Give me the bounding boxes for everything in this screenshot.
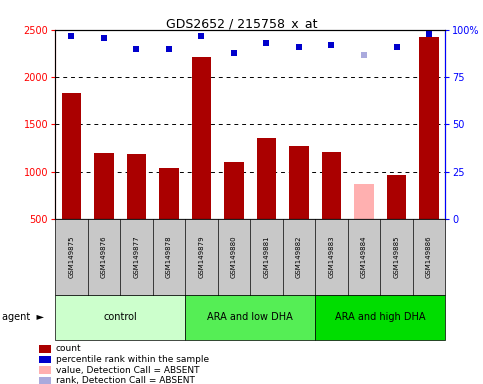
Bar: [127, 154, 146, 219]
Bar: [419, 36, 439, 219]
Text: value, Detection Call = ABSENT: value, Detection Call = ABSENT: [56, 366, 199, 375]
Bar: [256, 137, 276, 219]
Text: GSM149883: GSM149883: [328, 235, 335, 278]
Text: GSM149881: GSM149881: [263, 235, 270, 278]
Bar: [61, 93, 81, 219]
Text: GSM149885: GSM149885: [394, 236, 399, 278]
Text: GDS2652 / 215758_x_at: GDS2652 / 215758_x_at: [166, 17, 317, 30]
Text: count: count: [56, 344, 81, 353]
Text: GSM149882: GSM149882: [296, 236, 302, 278]
Bar: [94, 153, 114, 219]
Text: rank, Detection Call = ABSENT: rank, Detection Call = ABSENT: [56, 376, 195, 384]
Bar: [322, 152, 341, 219]
Text: GSM149875: GSM149875: [68, 236, 74, 278]
Bar: [159, 168, 179, 219]
Text: control: control: [103, 312, 137, 323]
Text: agent  ►: agent ►: [2, 312, 44, 323]
Text: GSM149877: GSM149877: [133, 235, 140, 278]
Bar: [224, 162, 244, 219]
Text: GSM149884: GSM149884: [361, 236, 367, 278]
Text: GSM149886: GSM149886: [426, 235, 432, 278]
Bar: [387, 175, 406, 219]
Text: ARA and low DHA: ARA and low DHA: [207, 312, 293, 323]
Text: GSM149876: GSM149876: [101, 235, 107, 278]
Text: GSM149878: GSM149878: [166, 235, 172, 278]
Bar: [192, 57, 211, 219]
Text: ARA and high DHA: ARA and high DHA: [335, 312, 426, 323]
Text: GSM149879: GSM149879: [199, 235, 204, 278]
Bar: [354, 184, 374, 219]
Text: GSM149880: GSM149880: [231, 235, 237, 278]
Text: percentile rank within the sample: percentile rank within the sample: [56, 355, 209, 364]
Bar: [289, 146, 309, 219]
